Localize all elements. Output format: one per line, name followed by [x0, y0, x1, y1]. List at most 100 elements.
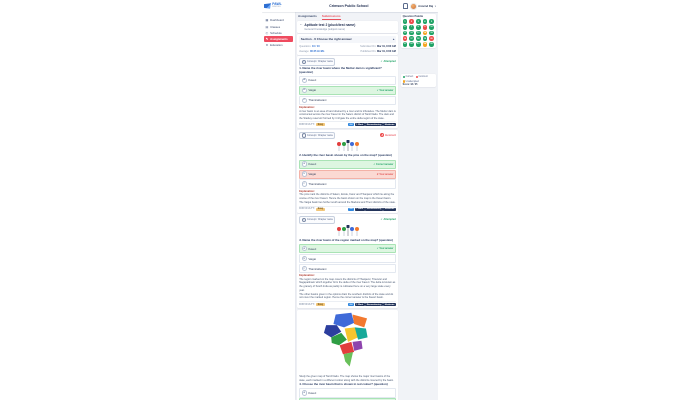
explanation-text-2: The other basins given in the options dr…	[299, 292, 394, 300]
question-text: 3. Name the river basin of the region ma…	[299, 237, 394, 242]
tab[interactable]: Submissions	[321, 14, 341, 20]
questions-value: 10 / 10	[311, 44, 320, 48]
concept-chip[interactable]: i Concept / Chapter name	[299, 131, 336, 140]
back-arrow-icon[interactable]: ←	[299, 22, 303, 27]
concept-label: Concept / Chapter name	[306, 60, 334, 64]
map-pins-figure	[299, 140, 396, 153]
palette-question-button[interactable]: 17	[409, 36, 414, 42]
assignment-title: Aptitude test 2 (pluck/test name)	[304, 23, 356, 28]
tab[interactable]: Assignments	[298, 14, 317, 19]
option-text: Thamirabarani	[308, 182, 327, 187]
option-row[interactable]: B Vaigai ✓ Your answer	[299, 85, 396, 95]
difficulty-label: DIFFICULTY:	[299, 208, 316, 211]
palette-question-button[interactable]: 21	[402, 42, 408, 47]
logo-subtext: SCHOOLS	[272, 5, 281, 8]
option-letter: A	[301, 245, 307, 252]
average-value: 08:45 Hr:Mn	[310, 49, 325, 53]
palette-legend: Correct Incorrect Unattempted Score: 18 …	[401, 74, 437, 88]
notifications-bell-icon[interactable]	[402, 3, 408, 9]
classes-icon: ▤	[265, 24, 269, 29]
sidebar-item[interactable]: ★ Education	[264, 42, 294, 48]
chevron-down-icon[interactable]: ▾	[434, 4, 436, 8]
option-row[interactable]: A Kaveri ✓ Correct answer	[299, 159, 396, 169]
palette-question-button[interactable]: 14	[422, 30, 428, 36]
option-letter: A	[301, 390, 307, 396]
palette-question-button[interactable]: 24	[422, 42, 428, 47]
option-row[interactable]: C Thamirabarani	[299, 264, 396, 274]
difficulty-label: DIFFICULTY:	[299, 303, 316, 306]
tag-badge: 1 Mark	[354, 303, 365, 306]
explanation-label: Explanation:	[299, 274, 315, 278]
concept-label: Concept / Chapter name	[306, 218, 334, 222]
palette-question-button[interactable]: 12	[409, 30, 414, 36]
palette-question-button[interactable]: 2	[409, 19, 414, 24]
question-text: 4. Choose the river basin that is shown …	[299, 382, 388, 387]
palette-question-button[interactable]: 19	[422, 36, 428, 42]
info-icon: i	[301, 217, 306, 223]
palette-question-button[interactable]: 11	[402, 30, 408, 36]
option-row[interactable]: C Thamirabarani	[299, 95, 396, 105]
sidebar-item[interactable]: ▦ Dashboard	[264, 18, 294, 24]
palette-question-button[interactable]: 25	[429, 42, 434, 47]
concept-chip[interactable]: i Concept / Chapter name	[299, 58, 336, 66]
assignments-icon: ✎	[265, 36, 269, 41]
option-text: Kaveri	[308, 246, 317, 251]
palette-question-button[interactable]: 23	[415, 42, 421, 47]
tag-badge: GK	[348, 123, 355, 127]
palette-question-button[interactable]: 5	[429, 19, 434, 24]
status-badge: ✓ Attempted	[380, 60, 396, 64]
app-header: PAWL SCHOOLS Crimson Public School Aravi…	[262, 0, 438, 12]
option-row[interactable]: B Vaigai	[299, 254, 396, 264]
palette-question-button[interactable]: 4	[422, 19, 428, 24]
explanation-text: The pins mark the districts of Salem, Er…	[299, 193, 395, 200]
option-text: Vaigai	[308, 256, 316, 261]
option-note: ✓ Your answer	[376, 88, 394, 92]
palette-title: Question Palette	[402, 15, 424, 19]
avatar[interactable]	[409, 2, 417, 10]
option-text: Thamirabarani	[308, 266, 327, 271]
sidebar-item[interactable]: ▤ Classes	[264, 24, 294, 30]
section-header[interactable]: Section - 6 Choose the right answer ▴	[299, 36, 396, 43]
option-row[interactable]: B Vaigai ✓ Your answer	[299, 398, 396, 400]
option-row[interactable]: C Thamirabarani	[299, 179, 396, 189]
palette-question-button[interactable]: 18	[415, 36, 421, 42]
palette-question-button[interactable]: 20	[429, 36, 434, 42]
logo-text: PAWL	[272, 2, 282, 7]
option-letter: B	[301, 87, 307, 94]
concept-chip[interactable]: i Concept / Chapter name	[299, 216, 336, 224]
sidebar-item[interactable]: ◴ Schedule	[264, 30, 294, 36]
option-row[interactable]: A Kaveri	[299, 75, 396, 85]
option-row[interactable]: A Kaveri	[299, 388, 396, 398]
chevron-up-icon[interactable]: ▴	[392, 37, 395, 42]
tab-bar: Assignments Submissions	[297, 14, 398, 22]
palette-question-button[interactable]: 22	[409, 42, 414, 47]
options-list: A Kaveri ✓ Your answer B Vaigai C	[299, 244, 396, 274]
palette-question-button[interactable]: 3	[415, 19, 421, 24]
option-row[interactable]: B Vaigai ✗ Your answer	[299, 169, 396, 179]
palette-question-button[interactable]: 9	[422, 25, 428, 30]
question-card-2: i Concept / Chapter name ✗ Incorrect	[297, 129, 398, 213]
check-icon: ✓	[380, 218, 383, 222]
map-pins-figure	[299, 224, 396, 238]
average-label: Average:	[299, 49, 310, 53]
question-card-4: Study the given map of Tamil Nadu. The m…	[297, 309, 398, 400]
option-note: ✓ Correct answer	[373, 162, 394, 166]
palette-question-button[interactable]: 7	[409, 25, 414, 30]
sidebar-item[interactable]: ✎ Assignments	[263, 36, 294, 42]
palette-question-button[interactable]: 13	[415, 30, 421, 36]
palette-question-button[interactable]: 16	[402, 36, 408, 42]
palette-question-button[interactable]: 6	[402, 25, 408, 30]
palette-question-button[interactable]: 15	[429, 30, 434, 36]
palette-question-button[interactable]: 10	[429, 25, 434, 30]
sidebar-item-label: Classes	[270, 24, 281, 29]
difficulty-badge: Easy	[316, 123, 325, 127]
cross-icon: ✗	[380, 133, 385, 138]
logo[interactable]: PAWL SCHOOLS	[262, 3, 295, 9]
explanation-text-2: The Vaigai basin lies further south arou…	[299, 201, 396, 205]
palette-question-button[interactable]: 8	[415, 25, 421, 30]
tag-badge: GK	[348, 303, 355, 306]
palette-question-button[interactable]: 1	[402, 19, 408, 24]
option-row[interactable]: A Kaveri ✓ Your answer	[299, 244, 396, 254]
explanation-text: The region marked on the map covers the …	[299, 277, 396, 292]
